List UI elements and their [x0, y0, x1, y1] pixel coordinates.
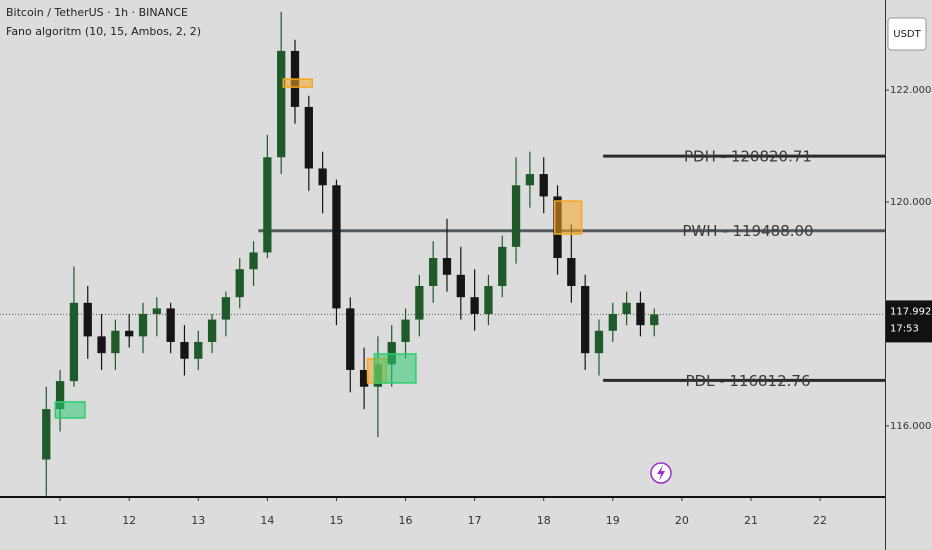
- x-tick-label: 20: [675, 514, 689, 527]
- candle-body: [401, 319, 410, 342]
- x-tick-label: 22: [813, 514, 827, 527]
- x-tick-label: 16: [399, 514, 413, 527]
- candle-body: [83, 302, 92, 337]
- lightning-icon[interactable]: [650, 462, 672, 484]
- candle-body: [180, 341, 189, 359]
- candle-body: [304, 106, 313, 169]
- candle-body: [387, 341, 396, 365]
- zone: [554, 200, 583, 235]
- currency[interactable]: USDT: [893, 29, 921, 40]
- x-tick-label: 17: [468, 514, 482, 527]
- candle-body: [470, 297, 479, 314]
- candle-body: [650, 314, 659, 326]
- candle-body: [318, 168, 327, 186]
- candle-body: [152, 308, 161, 314]
- y-tick-label: 122.000,00: [890, 85, 932, 96]
- candle-body: [622, 302, 631, 314]
- plot: 116.000,00 120.000,00 122.000,00 11 12 13 14 15…: [0, 11, 932, 527]
- candle-body: [511, 185, 521, 247]
- currency-box[interactable]: [887, 17, 927, 51]
- level-label: PDH - 120820.71: [684, 148, 812, 166]
- candle-body: [194, 341, 203, 359]
- last-price-box: [886, 300, 932, 343]
- candle-body: [498, 246, 507, 286]
- x-tick-label: 14: [260, 514, 274, 527]
- candle-body: [581, 285, 590, 354]
- candle-body: [138, 313, 148, 337]
- x-tick-label: 11: [53, 514, 67, 527]
- candle-body: [539, 174, 548, 197]
- level-label: PWH - 119488.00: [682, 222, 813, 240]
- candle-body: [346, 308, 355, 370]
- y-tick-label: 120.000,00: [890, 197, 932, 208]
- candle-body: [111, 330, 120, 354]
- candle-body: [456, 274, 465, 298]
- candle-body: [207, 319, 217, 342]
- level-label: PDL - 116812.76: [685, 372, 810, 390]
- candle-body: [55, 381, 65, 410]
- candle-body: [221, 297, 231, 320]
- candle-body: [332, 185, 341, 309]
- zone: [373, 353, 417, 384]
- candle-body: [249, 252, 258, 270]
- candle-body: [484, 285, 493, 314]
- x-tick-label: 15: [329, 514, 343, 527]
- candle-body: [263, 157, 272, 253]
- candle-body: [608, 313, 617, 331]
- candle-body: [166, 308, 175, 342]
- candle-body: [594, 330, 604, 354]
- candle-body: [525, 174, 535, 186]
- candle-body: [442, 258, 452, 275]
- candle-body: [42, 409, 51, 460]
- candle-body: [359, 369, 369, 387]
- candle-body: [125, 330, 134, 337]
- candle-body: [235, 269, 244, 298]
- zone: [54, 401, 86, 419]
- x-tick-label: 18: [537, 514, 551, 527]
- candle-body: [567, 258, 576, 286]
- y-tick-label: 116.000,00: [890, 421, 932, 432]
- chart-title: Bitcoin / TetherUS · 1h · BINANCE: [6, 6, 188, 19]
- candle-body: [97, 336, 106, 354]
- last-price-label: 117.992,46: [890, 306, 932, 317]
- countdown: 17:53: [890, 323, 919, 334]
- x-tick-label: 19: [606, 514, 620, 527]
- zone: [282, 78, 314, 88]
- x-tick-label: 21: [744, 514, 758, 527]
- candle-body: [277, 50, 286, 158]
- candle-body: [636, 302, 645, 326]
- candle-body: [429, 258, 438, 286]
- x-tick-label: 12: [122, 514, 136, 527]
- x-tick-label: 13: [191, 514, 205, 527]
- candle-body: [69, 302, 79, 382]
- candle-body: [415, 285, 424, 320]
- indicator-label: Fano algoritm (10, 15, Ambos, 2, 2): [6, 25, 201, 38]
